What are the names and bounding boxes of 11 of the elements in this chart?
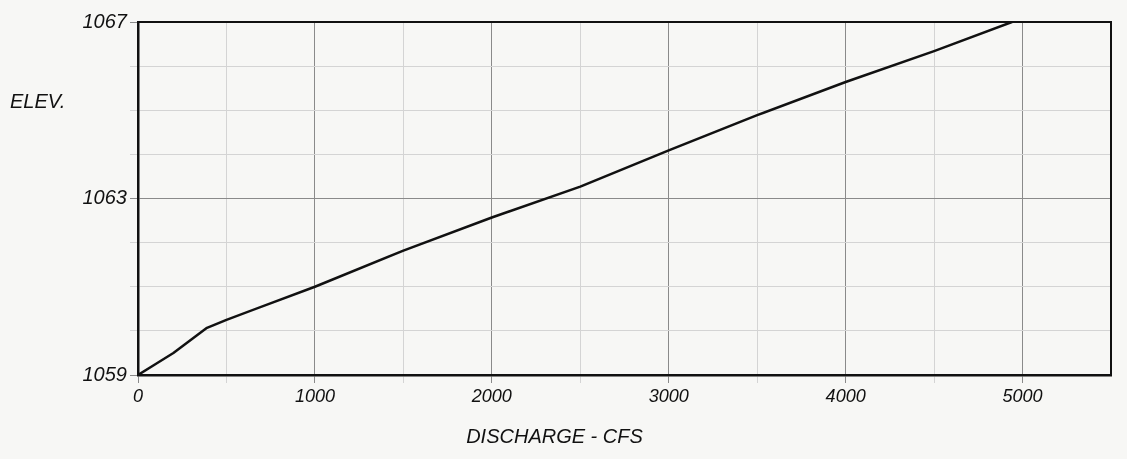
x-tick-label: 2000	[470, 385, 512, 406]
x-tick-label: 4000	[825, 385, 866, 406]
y-tick-label: 1063	[82, 186, 127, 209]
y-tick-label: 1067	[82, 9, 128, 32]
x-tick-label: 1000	[294, 385, 335, 406]
x-tick-label: 5000	[1002, 385, 1043, 406]
x-tick-label: 0	[132, 385, 144, 406]
y-axis-title: ELEV.	[10, 89, 66, 112]
x-tick-label: 3000	[648, 385, 689, 406]
y-tick-label: 1059	[82, 362, 127, 385]
x-axis-title: DISCHARGE - CFS	[466, 424, 644, 447]
